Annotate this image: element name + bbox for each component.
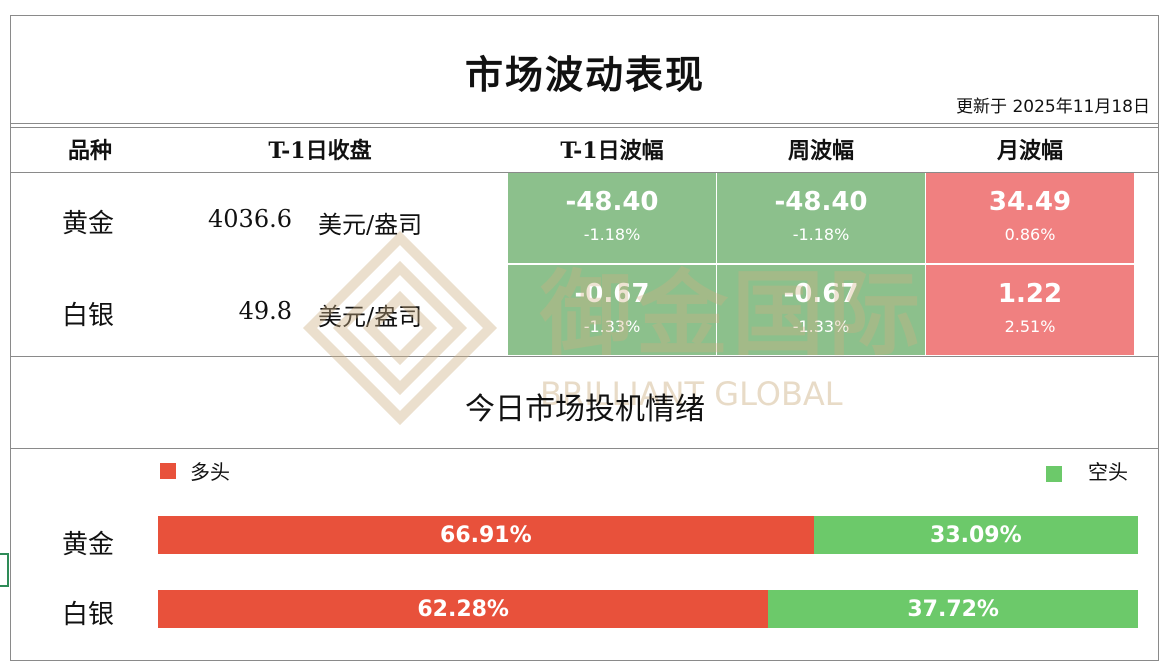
unit-gold: 美元/盎司 [318, 211, 423, 239]
row-name-silver: 白银 [62, 301, 115, 331]
divider [10, 356, 1159, 357]
cell-silver-week: -0.67 -1.33% [717, 265, 925, 355]
watermark-text-en: BRILLIANT GLOBAL [540, 375, 843, 413]
value: 1.22 [997, 279, 1063, 309]
close-price-gold: 4036.6 [208, 205, 292, 233]
short-segment: 33.09% [813, 516, 1138, 554]
page-title: 市场波动表现 [464, 52, 705, 97]
sentiment-name-gold: 黄金 [62, 530, 115, 560]
value: -48.40 [565, 187, 659, 217]
col-header-product: 品种 [67, 138, 112, 164]
row-name-gold: 黄金 [62, 209, 115, 239]
percent: 0.86% [1004, 225, 1056, 244]
cell-gold-t1: -48.40 -1.18% [508, 173, 716, 263]
divider [10, 123, 1159, 124]
col-header-month-change: 月波幅 [996, 138, 1063, 164]
col-header-close: T-1日收盘 [268, 138, 372, 164]
long-segment: 62.28% [158, 590, 769, 628]
percent: -1.18% [792, 225, 850, 244]
sentiment-bar-gold: 66.91% 33.09% [158, 516, 1138, 554]
value: -0.67 [783, 279, 859, 309]
selection-handle[interactable] [0, 553, 9, 587]
percent: -1.33% [583, 317, 641, 336]
panel-frame [10, 15, 1159, 661]
value: -0.67 [574, 279, 650, 309]
value: 34.49 [988, 187, 1072, 217]
legend-short-label: 空头 [1088, 460, 1128, 484]
sentiment-bar-silver: 62.28% 37.72% [158, 590, 1138, 628]
col-header-t1-change: T-1日波幅 [560, 138, 664, 164]
cell-silver-t1: -0.67 -1.33% [508, 265, 716, 355]
watermark-text: 御金国际 [540, 261, 925, 368]
legend-short-swatch [1046, 466, 1062, 482]
divider [10, 127, 1159, 128]
sentiment-title: 今日市场投机情绪 [465, 392, 705, 427]
long-segment: 66.91% [158, 516, 814, 554]
cell-gold-week: -48.40 -1.18% [717, 173, 925, 263]
divider [10, 448, 1159, 449]
cell-gold-month: 34.49 0.86% [926, 173, 1134, 263]
close-price-silver: 49.8 [238, 297, 292, 325]
divider [10, 172, 1159, 173]
legend-long-label: 多头 [190, 460, 230, 484]
update-date: 更新于 2025年11月18日 [956, 97, 1150, 117]
percent: -1.18% [583, 225, 641, 244]
cell-silver-month: 1.22 2.51% [926, 265, 1134, 355]
value: -48.40 [774, 187, 868, 217]
short-segment: 37.72% [768, 590, 1138, 628]
percent: -1.33% [792, 317, 850, 336]
legend-long-swatch [160, 463, 176, 479]
unit-silver: 美元/盎司 [318, 303, 423, 331]
percent: 2.51% [1004, 317, 1056, 336]
col-header-week-change: 周波幅 [787, 138, 854, 164]
sentiment-name-silver: 白银 [62, 600, 115, 630]
